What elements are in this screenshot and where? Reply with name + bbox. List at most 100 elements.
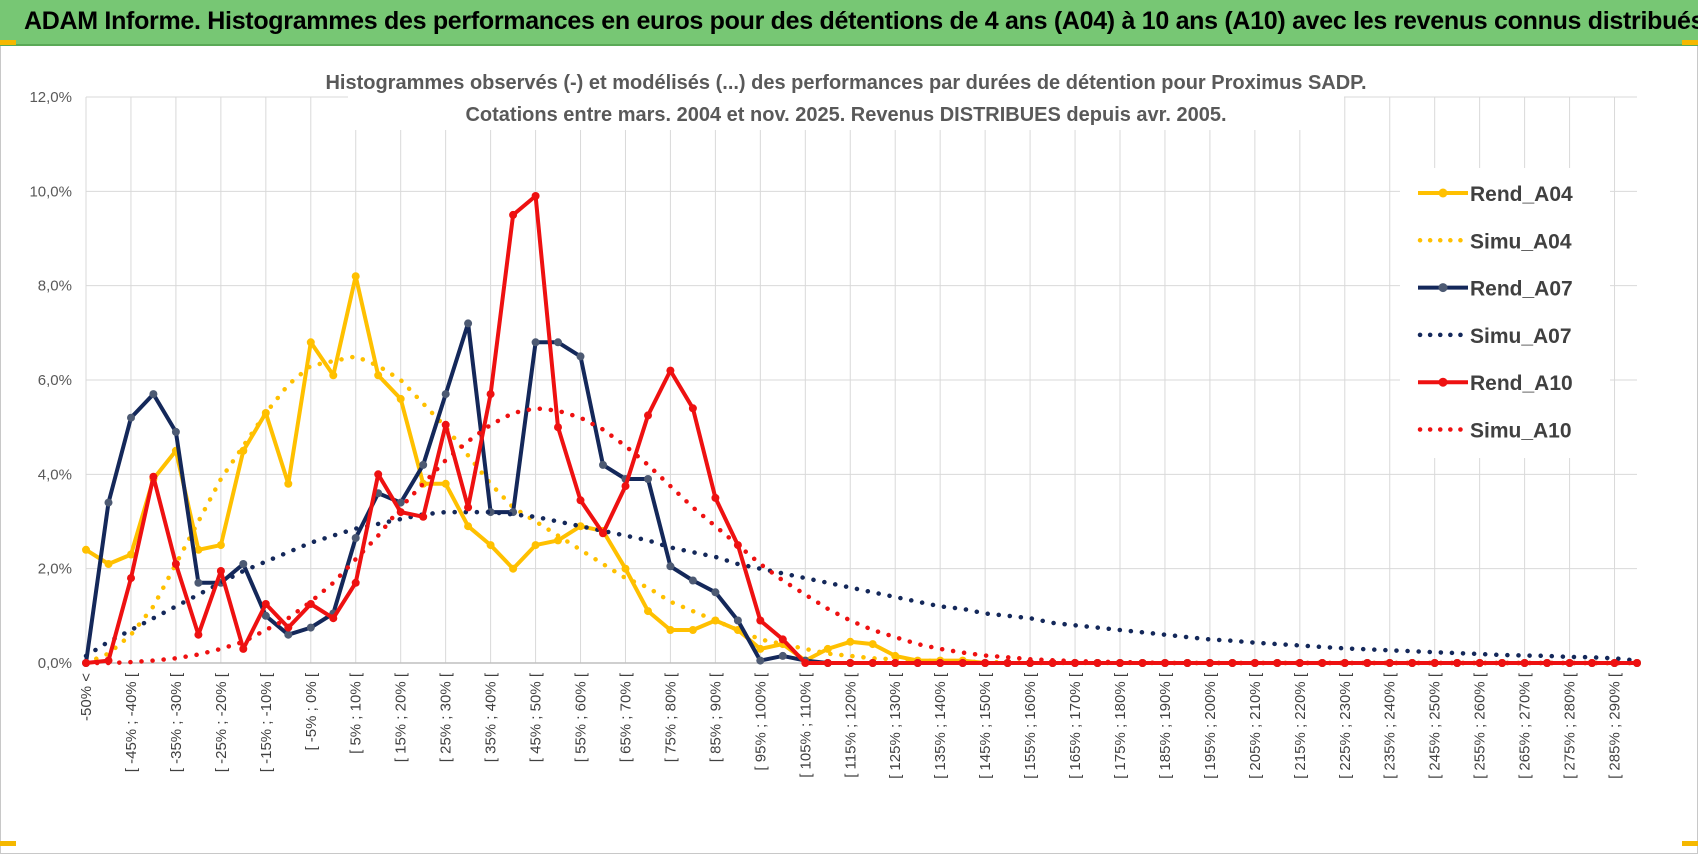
chart-title-line-2: Cotations entre mars. 2004 et nov. 2025.…	[465, 104, 1226, 126]
x-tick-label: [ 95% ; 100% [	[752, 672, 769, 770]
data-point-rend-a10	[1475, 659, 1484, 667]
data-point-rend-a04	[644, 607, 652, 616]
x-tick-label: [ 195% ; 200% [	[1202, 672, 1219, 779]
data-point-rend-a04	[756, 644, 765, 653]
data-point-rend-a07	[306, 623, 315, 632]
y-tick-label: 10,0%	[29, 183, 72, 200]
y-tick-label: 0,0%	[38, 655, 72, 672]
corner-mark	[1682, 841, 1698, 846]
x-tick-label: [ 135% ; 140% [	[932, 672, 949, 779]
x-tick-label: [ 165% ; 170% [	[1067, 672, 1084, 779]
data-point-rend-a04	[621, 564, 630, 573]
data-point-rend-a10	[149, 472, 158, 481]
x-tick-label: -50% <	[78, 673, 95, 721]
data-point-rend-a04	[464, 522, 473, 531]
data-point-rend-a10	[1408, 659, 1417, 667]
data-point-rend-a10	[171, 560, 180, 568]
data-point-rend-a07	[419, 460, 428, 469]
legend-marker-rend-a07	[1438, 283, 1448, 293]
data-point-rend-a10	[1588, 659, 1596, 667]
data-point-rend-a10	[261, 600, 270, 608]
data-point-rend-a10	[778, 635, 787, 644]
x-tick-label: [ -25% ; -20% [	[213, 672, 230, 772]
x-tick-label: [ 245% ; 250% [	[1427, 672, 1444, 779]
data-point-rend-a07	[688, 576, 697, 585]
x-tick-label: [ 65% ; 70% [	[617, 672, 634, 762]
legend-marker-rend-a04	[1438, 188, 1448, 198]
data-point-rend-a10	[913, 659, 922, 667]
series-line-simu-a07	[83, 509, 1640, 663]
data-point-rend-a04	[82, 545, 90, 554]
data-point-rend-a04	[329, 371, 338, 380]
x-tick-label: [ 85% ; 90% [	[707, 672, 724, 762]
x-tick-label: [ 155% ; 160% [	[1022, 672, 1039, 779]
data-point-rend-a07	[778, 651, 787, 660]
y-tick-label: 8,0%	[38, 278, 72, 295]
data-point-rend-a10	[846, 659, 855, 667]
data-point-rend-a10	[1295, 659, 1304, 667]
chart-title-line-1: Histogrammes observés (-) et modélisés (…	[325, 72, 1366, 94]
data-point-rend-a10	[1565, 659, 1574, 667]
x-tick-label: [ 225% ; 230% [	[1337, 672, 1354, 779]
data-point-rend-a10	[329, 614, 338, 623]
data-point-rend-a10	[554, 423, 562, 432]
data-point-rend-a10	[1633, 659, 1641, 667]
data-point-rend-a10	[1430, 659, 1439, 667]
data-point-rend-a04	[441, 479, 450, 488]
x-tick-label: [ 145% ; 150% [	[977, 672, 994, 779]
corner-mark	[1682, 40, 1698, 45]
data-point-rend-a10	[711, 493, 720, 502]
data-point-rend-a07	[104, 498, 113, 507]
legend: Rend_A04 Simu_A04 Rend_A07 Simu_A07 Rend_A10…	[1417, 183, 1573, 443]
data-point-rend-a10	[486, 390, 495, 399]
x-tick-label: [ 45% ; 50% [	[528, 672, 545, 762]
x-tick-label: [ -35% ; -30% [	[168, 672, 185, 772]
data-point-rend-a10	[868, 659, 877, 667]
legend-background	[1400, 168, 1610, 458]
y-tick-label: 12,0%	[29, 89, 72, 106]
data-point-rend-a07	[531, 338, 540, 347]
banner-title: ADAM Informe. Histogrammes des performan…	[24, 7, 1698, 35]
data-point-rend-a10	[823, 659, 832, 667]
data-point-rend-a07	[396, 498, 405, 507]
data-point-rend-a07	[711, 588, 720, 597]
series-line-rend-a10	[85, 194, 1637, 665]
data-point-rend-a10	[1543, 659, 1552, 667]
data-point-rend-a10	[1520, 659, 1529, 667]
x-tick-label: [ 115% ; 120% [	[842, 672, 859, 778]
x-tick-label: [ 185% ; 190% [	[1157, 672, 1174, 779]
data-point-rend-a04	[351, 272, 360, 281]
legend-label-rend-a10: Rend_A10	[1470, 372, 1573, 395]
data-point-rend-a07	[554, 338, 562, 347]
x-tick-label: [ 255% ; 260% [	[1472, 672, 1489, 779]
data-point-rend-a10	[621, 482, 630, 491]
data-point-rend-a10	[194, 630, 203, 639]
legend-label-simu-a10: Simu_A10	[1470, 420, 1572, 443]
data-point-rend-a04	[554, 536, 562, 545]
data-point-rend-a10	[1498, 659, 1507, 667]
data-point-rend-a04	[396, 394, 405, 403]
data-point-rend-a10	[599, 529, 607, 538]
series-line-simu-a04	[83, 354, 1640, 666]
data-point-rend-a10	[1003, 659, 1012, 667]
data-point-rend-a07	[127, 413, 135, 422]
data-point-rend-a10	[666, 366, 675, 375]
data-point-rend-a10	[756, 616, 765, 625]
corner-mark	[0, 40, 16, 45]
x-tick-label: [ 105% ; 110% [	[797, 672, 814, 778]
data-point-rend-a07	[576, 352, 585, 361]
data-point-rend-a04	[531, 541, 540, 550]
x-tick-label: [ 35% ; 40% [	[483, 672, 500, 762]
data-point-rend-a10	[284, 623, 293, 632]
legend-label-rend-a04: Rend_A04	[1470, 183, 1573, 206]
chart-title-background	[348, 64, 1344, 130]
data-point-rend-a07	[239, 560, 248, 568]
x-tick-label: [ 175% ; 180% [	[1112, 672, 1129, 779]
data-point-rend-a07	[441, 390, 450, 399]
data-point-rend-a10	[936, 659, 945, 667]
data-point-rend-a10	[464, 503, 473, 512]
y-tick-label: 6,0%	[38, 372, 72, 389]
data-point-rend-a07	[194, 578, 203, 587]
y-tick-label: 4,0%	[38, 466, 72, 483]
data-point-rend-a10	[891, 659, 900, 667]
